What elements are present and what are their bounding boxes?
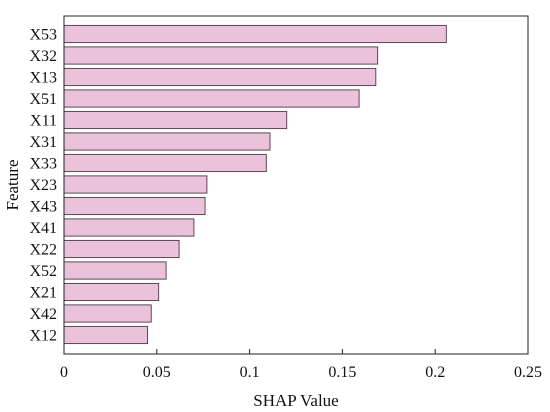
bar-x53 bbox=[63, 24, 447, 44]
y-axis-title: Feature bbox=[3, 160, 22, 211]
bar-x33 bbox=[63, 153, 267, 173]
y-tick-label-x41: X41 bbox=[29, 220, 57, 237]
x-tick-label: 0.1 bbox=[240, 364, 260, 381]
y-tick-label-x13: X13 bbox=[29, 70, 57, 87]
x-tick-label: 0 bbox=[60, 364, 68, 381]
x-axis-title: SHAP Value bbox=[253, 391, 338, 410]
bar-x41 bbox=[63, 218, 195, 237]
bar-x31 bbox=[63, 132, 271, 151]
x-tick-label: 0.25 bbox=[514, 364, 542, 381]
bar-x51 bbox=[63, 89, 360, 108]
bar-x22 bbox=[63, 239, 180, 259]
bars-layer bbox=[63, 24, 447, 345]
y-tick-label-x22: X22 bbox=[29, 242, 57, 259]
x-tick-label: 0.2 bbox=[425, 364, 445, 381]
y-tick-label-x53: X53 bbox=[29, 27, 57, 44]
bar-x23 bbox=[63, 175, 208, 194]
bar-x52 bbox=[63, 261, 167, 280]
x-tick-label: 0.15 bbox=[328, 364, 356, 381]
y-tick-label-x31: X31 bbox=[29, 134, 57, 151]
y-tick-label-x23: X23 bbox=[29, 177, 57, 194]
y-tick-label-x12: X12 bbox=[29, 328, 57, 345]
bar-x42 bbox=[63, 304, 152, 323]
y-tick-label-x33: X33 bbox=[29, 156, 57, 173]
y-tick-label-x11: X11 bbox=[30, 113, 57, 130]
bar-x32 bbox=[63, 46, 379, 65]
y-tick-label-x51: X51 bbox=[29, 91, 57, 108]
y-tick-label-x42: X42 bbox=[29, 306, 57, 323]
bar-x11 bbox=[63, 110, 288, 130]
ticks-layer bbox=[63, 349, 529, 354]
bar-x21 bbox=[63, 282, 160, 302]
bar-x13 bbox=[63, 67, 377, 87]
bar-x12 bbox=[63, 325, 148, 345]
bar-x43 bbox=[63, 196, 206, 216]
y-tick-label-x21: X21 bbox=[29, 285, 57, 302]
y-tick-label-x52: X52 bbox=[29, 263, 57, 280]
plot-frame bbox=[63, 15, 529, 355]
x-tick-label: 0.05 bbox=[143, 364, 171, 381]
y-tick-label-x32: X32 bbox=[29, 48, 57, 65]
y-tick-label-x43: X43 bbox=[29, 199, 57, 216]
labels-layer: X53 X32 X13 X51 X11 X31 X33 X23 X43 X41 X22 X52 X21 X… bbox=[29, 27, 542, 382]
